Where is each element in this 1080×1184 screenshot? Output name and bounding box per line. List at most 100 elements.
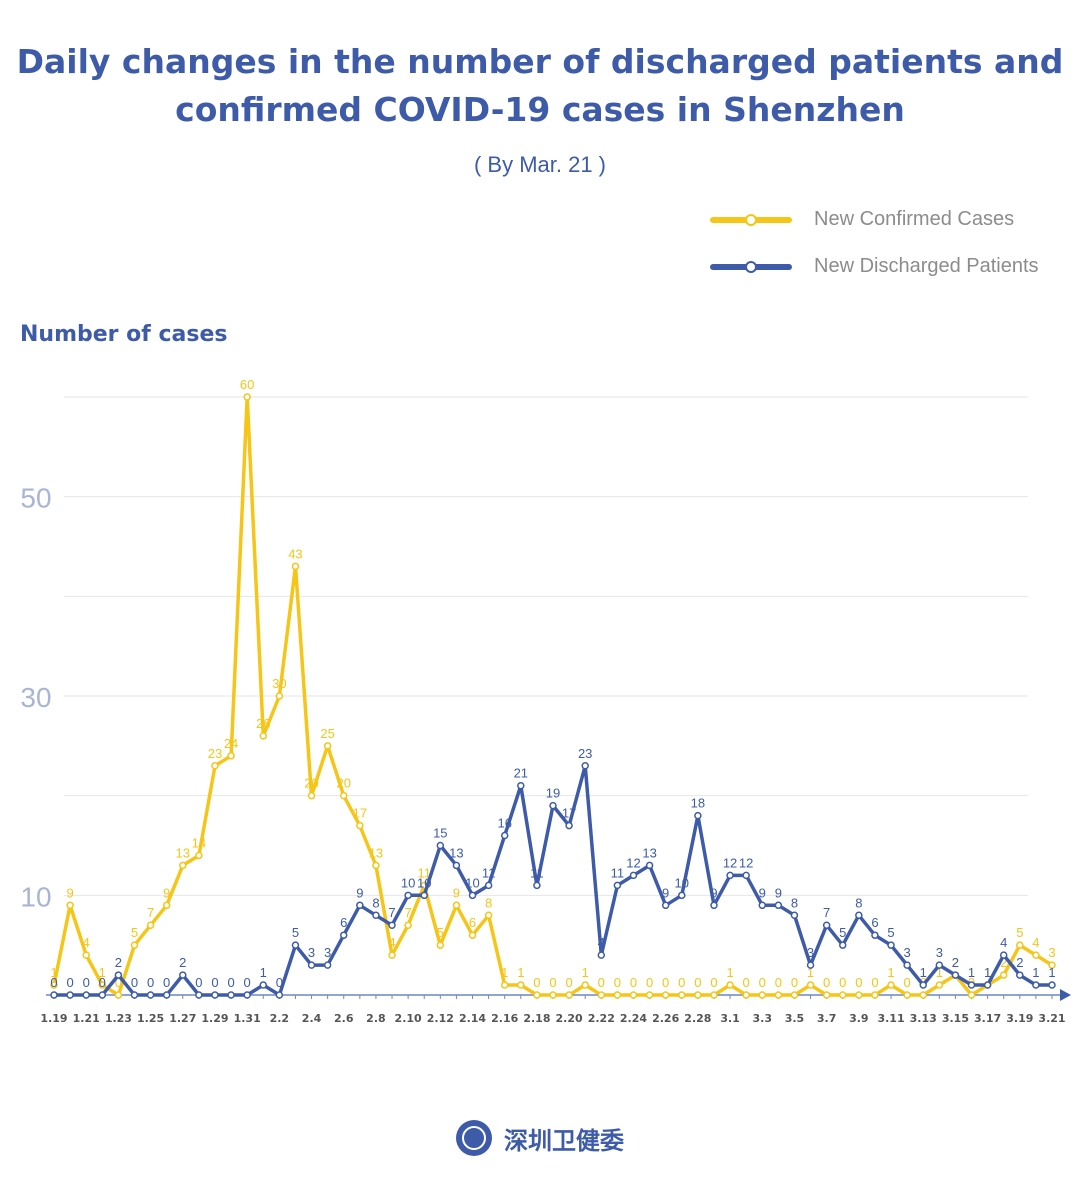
data-label-confirmed: 9 <box>163 885 170 900</box>
data-label-discharged: 10 <box>401 875 415 890</box>
data-label-discharged: 0 <box>227 975 234 990</box>
data-label-discharged: 9 <box>662 885 669 900</box>
point-confirmed <box>388 951 396 959</box>
x-tick-label: 1.23 <box>105 1012 132 1025</box>
data-label-confirmed: 0 <box>533 975 540 990</box>
legend-label-discharged: New Discharged Patients <box>814 255 1039 277</box>
data-label-confirmed: 0 <box>791 975 798 990</box>
data-label-confirmed: 17 <box>353 806 367 821</box>
point-confirmed <box>356 821 364 830</box>
y-axis-label: Number of cases <box>20 322 228 347</box>
point-confirmed <box>903 991 911 999</box>
point-confirmed <box>565 991 573 999</box>
data-label-discharged: 2 <box>952 955 959 970</box>
data-label-confirmed: 0 <box>775 975 782 990</box>
data-label-discharged: 5 <box>292 925 299 940</box>
data-label-discharged: 0 <box>195 975 202 990</box>
point-discharged <box>581 762 589 770</box>
data-label-discharged: 2 <box>179 955 186 970</box>
point-discharged <box>549 801 557 810</box>
data-label-discharged: 10 <box>675 875 689 890</box>
data-label-discharged: 5 <box>887 925 894 940</box>
chart-title-line-1: Daily changes in the number of discharge… <box>16 42 1064 81</box>
data-label-confirmed: 1 <box>99 965 106 980</box>
point-discharged <box>307 961 316 969</box>
point-discharged <box>98 991 107 999</box>
point-confirmed <box>919 991 927 999</box>
point-discharged <box>678 891 686 900</box>
data-label-confirmed: 0 <box>662 975 669 990</box>
point-discharged <box>259 981 268 989</box>
point-confirmed <box>179 861 187 870</box>
point-discharged <box>179 971 187 979</box>
point-confirmed <box>549 991 557 999</box>
point-discharged <box>597 951 606 959</box>
data-label-confirmed: 0 <box>598 975 605 990</box>
point-confirmed <box>275 692 284 700</box>
data-label-discharged: 1 <box>968 965 975 980</box>
point-discharged <box>806 961 815 969</box>
x-tick-label: 3.19 <box>1006 1012 1033 1025</box>
point-confirmed <box>790 991 799 999</box>
x-tick-label: 1.27 <box>169 1012 196 1025</box>
point-confirmed <box>323 742 332 750</box>
point-discharged <box>211 991 219 999</box>
point-confirmed <box>130 941 139 949</box>
data-label-confirmed: 8 <box>485 895 492 910</box>
point-discharged <box>195 991 203 999</box>
data-label-confirmed: 1 <box>887 965 894 980</box>
point-confirmed <box>1048 961 1056 969</box>
point-confirmed <box>645 991 654 999</box>
point-discharged <box>323 961 332 969</box>
data-label-discharged: 9 <box>759 885 766 900</box>
point-discharged <box>243 991 251 999</box>
data-label-confirmed: 0 <box>630 975 637 990</box>
data-label-confirmed: 1 <box>807 965 814 980</box>
point-discharged <box>404 891 412 900</box>
data-label-confirmed: 7 <box>405 905 412 920</box>
x-tick-label: 3.17 <box>974 1012 1001 1025</box>
y-tick-label: 50 <box>20 483 51 514</box>
x-tick-label: 2.28 <box>684 1012 711 1025</box>
x-tick-label: 2.8 <box>366 1012 386 1025</box>
x-tick-label: 2.12 <box>427 1012 454 1025</box>
point-discharged <box>1016 971 1024 979</box>
chart-title: Daily changes in the number of discharge… <box>0 38 1080 134</box>
data-label-discharged: 13 <box>449 845 463 860</box>
data-label-confirmed: 13 <box>369 845 383 860</box>
point-confirmed <box>742 991 750 999</box>
data-label-discharged: 12 <box>739 855 753 870</box>
data-label-confirmed: 0 <box>759 975 766 990</box>
point-confirmed <box>887 981 895 989</box>
point-discharged <box>436 841 445 850</box>
data-label-discharged: 9 <box>710 885 717 900</box>
data-label-confirmed: 4 <box>83 935 90 950</box>
data-label-discharged: 1 <box>260 965 267 980</box>
point-confirmed <box>66 901 74 910</box>
point-confirmed <box>855 991 863 999</box>
point-confirmed <box>871 991 879 999</box>
point-discharged <box>339 931 348 939</box>
point-confirmed <box>967 991 976 999</box>
data-label-confirmed: 1 <box>726 965 733 980</box>
data-label-discharged: 11 <box>611 865 625 880</box>
legend-item-discharged: New Discharged Patients <box>710 243 1070 290</box>
x-tick-label: 2.10 <box>395 1012 422 1025</box>
data-label-confirmed: 30 <box>272 676 286 691</box>
data-label-discharged: 1 <box>984 965 991 980</box>
point-confirmed <box>822 991 831 999</box>
point-discharged <box>82 991 90 999</box>
data-label-discharged: 1 <box>920 965 927 980</box>
x-tick-label: 3.7 <box>817 1012 837 1025</box>
data-label-discharged: 1 <box>1032 965 1039 980</box>
x-tick-label: 2.6 <box>334 1012 354 1025</box>
x-tick-label: 3.11 <box>877 1012 904 1025</box>
point-confirmed <box>517 981 525 989</box>
data-label-confirmed: 5 <box>131 925 138 940</box>
data-label-discharged: 0 <box>66 975 73 990</box>
data-label-confirmed: 4 <box>388 935 395 950</box>
point-confirmed <box>211 762 219 770</box>
point-confirmed <box>726 981 734 989</box>
data-label-discharged: 0 <box>211 975 218 990</box>
point-discharged <box>999 951 1008 959</box>
